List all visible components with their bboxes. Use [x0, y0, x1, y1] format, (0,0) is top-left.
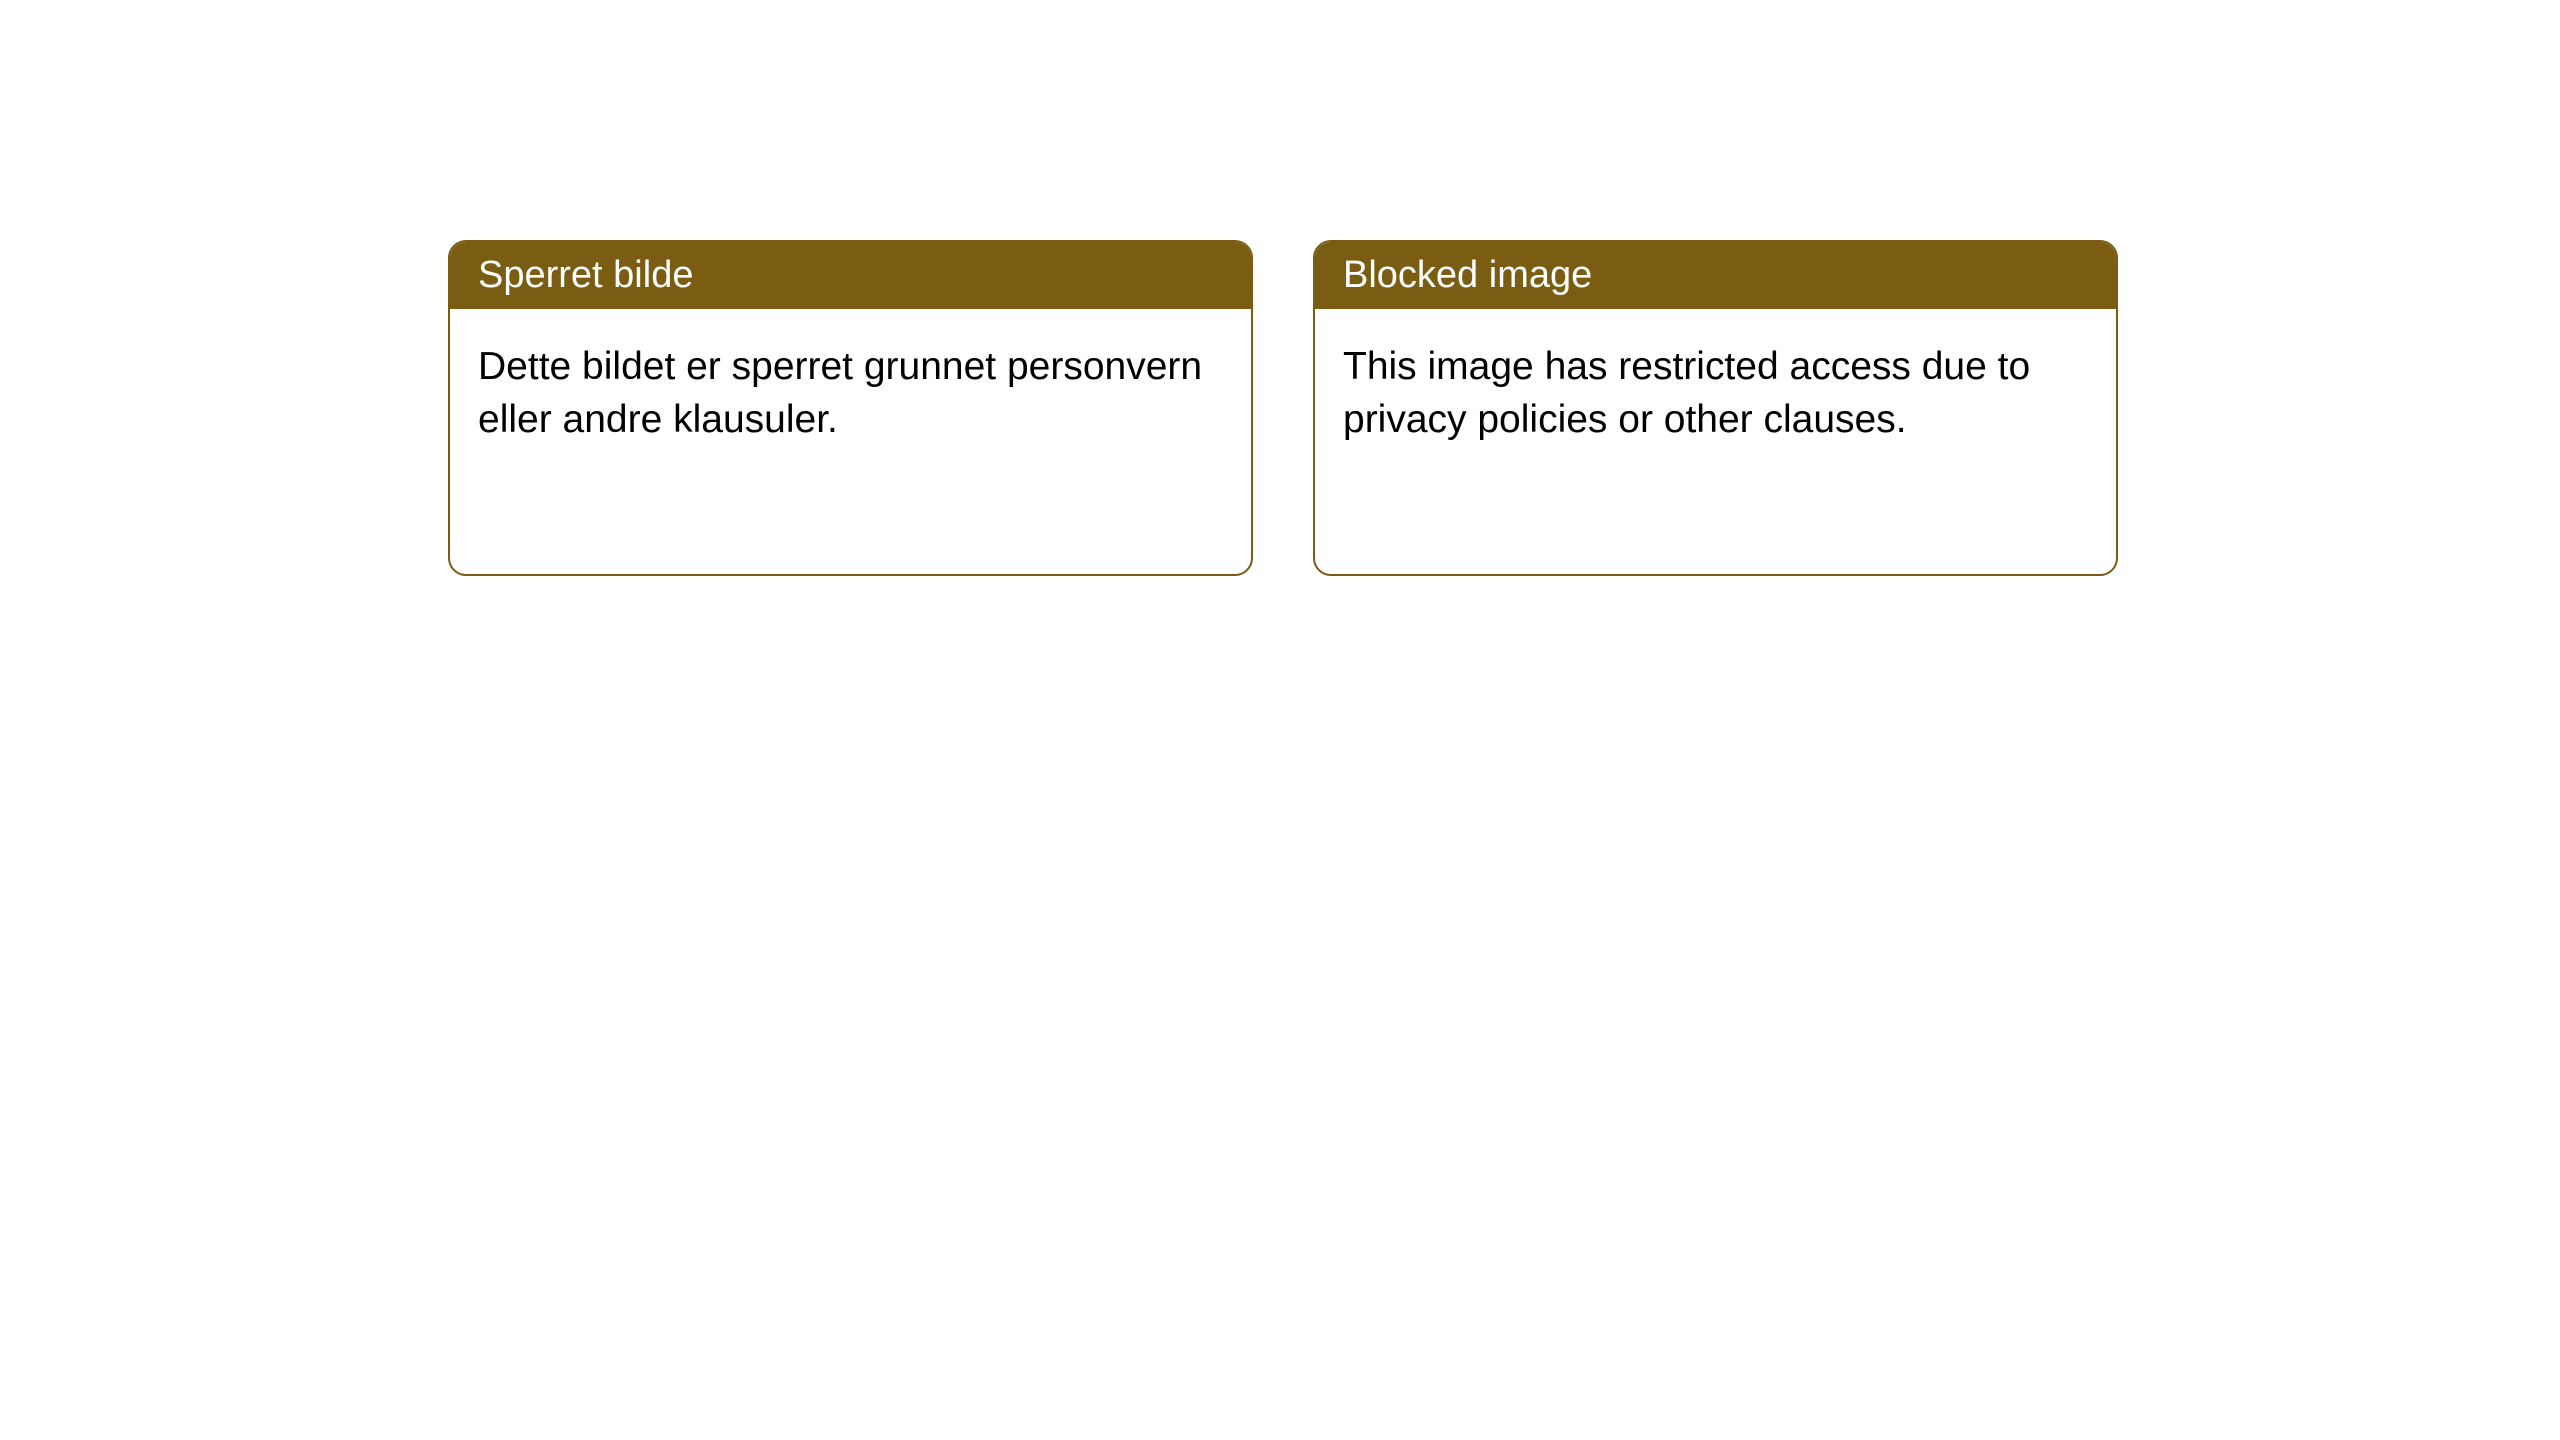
- card-header: Blocked image: [1315, 242, 2116, 309]
- card-body-text: This image has restricted access due to …: [1343, 345, 2030, 441]
- card-header: Sperret bilde: [450, 242, 1251, 309]
- notice-card-english: Blocked image This image has restricted …: [1313, 240, 2118, 576]
- card-body-text: Dette bildet er sperret grunnet personve…: [478, 345, 1202, 441]
- card-body: Dette bildet er sperret grunnet personve…: [450, 309, 1251, 478]
- card-body: This image has restricted access due to …: [1315, 309, 2116, 478]
- notice-card-norwegian: Sperret bilde Dette bildet er sperret gr…: [448, 240, 1253, 576]
- card-title: Blocked image: [1343, 254, 1592, 296]
- card-title: Sperret bilde: [478, 254, 693, 296]
- notice-container: Sperret bilde Dette bildet er sperret gr…: [0, 0, 2560, 576]
